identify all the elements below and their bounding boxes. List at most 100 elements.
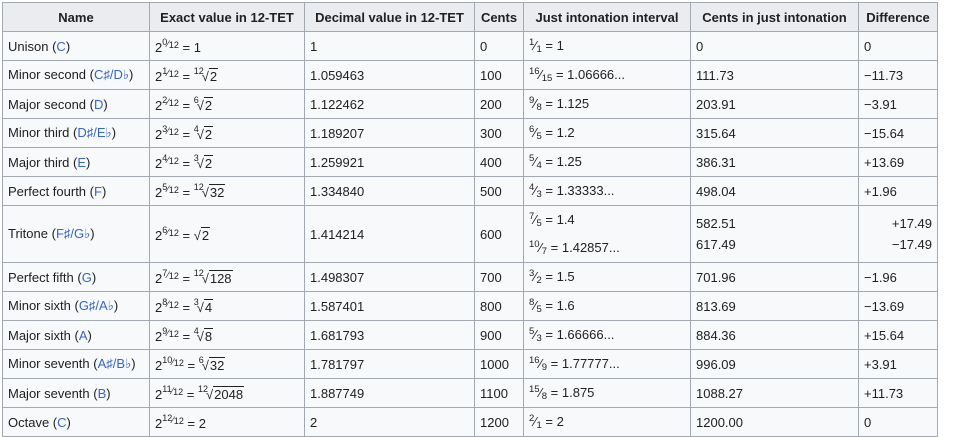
ratio-line: 5⁄4 = 1.25 [529, 153, 582, 171]
radicand: 2 [203, 97, 214, 113]
radicand: 128 [208, 270, 233, 286]
ratio-numerator: 2 [529, 413, 535, 424]
ratio-value: 1.06666... [567, 67, 625, 82]
root-index: 12 [193, 268, 204, 278]
interval-name-cell: Perfect fourth (F) [2, 176, 150, 206]
ratio-value: 1.4 [556, 212, 575, 227]
exact-value-cell: 21⁄12 = 12√2 [149, 60, 305, 90]
interval-name: Major sixth [8, 327, 71, 343]
note-link[interactable]: F♯/G♭ [55, 226, 91, 241]
exponent-denominator: 12 [168, 228, 179, 238]
interval-name: Major seventh [8, 385, 90, 401]
exact-value-cell: 26⁄12 = √2 [149, 205, 305, 263]
ji-cents-cell: 315.64 [690, 118, 859, 148]
table-row: Perfect fourth (F) 25⁄12 = 12√32 1.334840 5… [2, 176, 938, 206]
decimal-value: 1.781797 [310, 356, 365, 372]
radicand: 32 [208, 184, 226, 200]
exponent-fraction: 9⁄12 [162, 326, 179, 339]
interval-name-cell: Minor third (D♯/E♭) [2, 118, 150, 148]
decimal-value: 1.059463 [310, 67, 365, 83]
just-intonation-cell: 2⁄1 = 2 [523, 407, 691, 437]
ji-cents-value: 315.64 [696, 125, 736, 141]
ratio-denominator: 1 [536, 420, 542, 431]
decimal-value: 1.498307 [310, 269, 365, 285]
note-link[interactable]: A♯/B♭ [97, 356, 132, 371]
radical-sign: √ [193, 228, 201, 243]
decimal-value-cell: 1.414214 [304, 205, 475, 263]
just-intonation-cell: 15⁄8 = 1.875 [523, 378, 691, 408]
ratio-line: 16⁄15 = 1.06666... [529, 66, 625, 84]
note-link[interactable]: G♯/A♭ [78, 298, 114, 313]
radical-sign: √ [201, 185, 209, 200]
just-intonation-cell: 1⁄1 = 1 [523, 31, 691, 61]
ji-cents-cell: 111.73 [690, 60, 859, 90]
difference-cell: −15.64 [858, 118, 938, 148]
exponent-fraction: 11⁄12 [162, 384, 184, 397]
radical-sign: √ [201, 271, 209, 286]
exact-value-cell: 20⁄12 = 1 [149, 31, 305, 61]
interval-name: Minor seventh [8, 356, 90, 371]
ji-cents-value: 1088.27 [696, 385, 743, 401]
ratio-denominator: 5 [536, 218, 542, 229]
cents-value: 600 [480, 226, 502, 242]
note-link[interactable]: C♯/D♭ [94, 67, 130, 82]
interval-name: Perfect fifth [8, 269, 74, 285]
note-link[interactable]: E [77, 154, 87, 170]
cents-cell: 600 [474, 205, 524, 263]
ratio-denominator: 7 [541, 246, 548, 257]
difference-value: +13.69 [864, 154, 905, 170]
decimal-value-cell: 1 [304, 31, 475, 61]
difference-cell: −1.96 [858, 262, 938, 292]
radicand: 4 [203, 299, 214, 315]
ji-cents-value: 813.69 [696, 298, 736, 314]
cents-value: 1100 [480, 385, 508, 401]
difference-value: −1.96 [864, 269, 897, 285]
radicand: 2 [203, 155, 214, 171]
col-header-exact-value: Exact value in 12-TET [149, 2, 305, 32]
ji-cents-value: 617.49 [696, 237, 736, 252]
ratio-value: 1.66666... [556, 327, 615, 342]
table-row: Major third (E) 24⁄12 = 3√2 1.259921 400 5⁄4… [2, 147, 938, 177]
cents-cell: 400 [474, 147, 524, 177]
ratio-numerator: 9 [529, 95, 535, 106]
note-link[interactable]: F [94, 183, 102, 199]
root-index: 4 [193, 124, 199, 134]
ratio-numerator: 10 [529, 239, 540, 250]
cents-cell: 1000 [474, 349, 524, 379]
ratio-line: 8⁄5 = 1.6 [529, 297, 575, 315]
radicand: 2048 [213, 386, 245, 402]
ratio-line: 3⁄2 = 1.5 [529, 268, 575, 286]
interval-name-cell: Minor second (C♯/D♭) [2, 60, 150, 90]
note-link[interactable]: C [57, 414, 67, 430]
note-link[interactable]: B [97, 385, 107, 401]
ji-cents-cell: 582.51 617.49 [690, 205, 859, 263]
ratio-numerator: 16 [529, 355, 540, 366]
ratio-line: 15⁄8 = 1.875 [529, 384, 595, 402]
decimal-value: 1.122462 [310, 96, 365, 112]
exponent-fraction: 0⁄12 [162, 37, 179, 50]
exponent-denominator: 12 [173, 387, 184, 397]
note-link[interactable]: C [56, 38, 66, 54]
ji-cents-value: 203.91 [696, 96, 736, 112]
note-link[interactable]: A [78, 327, 88, 343]
ratio-value: 1.42857... [561, 240, 620, 255]
note-link[interactable]: D [94, 96, 104, 112]
ratio-line: 10⁄7 = 1.42857... [529, 239, 620, 257]
decimal-value: 1 [310, 38, 318, 54]
root-index: 12 [193, 66, 204, 76]
note-link[interactable]: G [81, 269, 92, 285]
ratio-line: 9⁄8 = 1.125 [529, 95, 590, 113]
ratio-numerator: 3 [529, 268, 535, 279]
ratio-value: 1.5 [556, 269, 575, 284]
decimal-value-cell: 1.587401 [304, 291, 475, 321]
table-row: Minor seventh (A♯/B♭) 210⁄12 = 6√32 1.7817… [2, 349, 938, 379]
ji-cents-value: 582.51 [696, 216, 736, 231]
interval-name-cell: Octave (C) [2, 407, 150, 437]
note-link[interactable]: D♯/E♭ [77, 125, 112, 140]
just-intonation-cell: 16⁄9 = 1.77777... [523, 349, 691, 379]
ratio-denominator: 1 [536, 44, 542, 55]
root-index: 3 [193, 297, 199, 307]
difference-value: −3.91 [864, 96, 897, 112]
interval-name-cell: Major seventh (B) [2, 378, 150, 408]
ratio-numerator: 5 [529, 153, 535, 164]
